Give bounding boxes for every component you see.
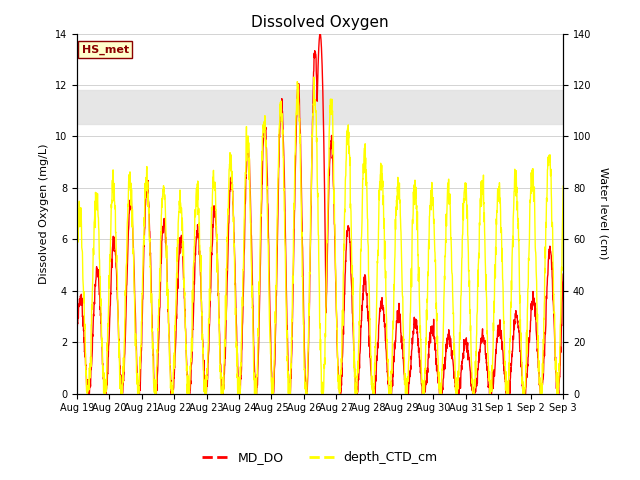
Bar	[77, 90, 563, 123]
Text: HS_met: HS_met	[82, 44, 129, 55]
Y-axis label: Dissolved Oxygen (mg/L): Dissolved Oxygen (mg/L)	[39, 144, 49, 284]
Title: Dissolved Oxygen: Dissolved Oxygen	[251, 15, 389, 30]
Legend: MD_DO, depth_CTD_cm: MD_DO, depth_CTD_cm	[197, 446, 443, 469]
Y-axis label: Water level (cm): Water level (cm)	[598, 168, 608, 260]
